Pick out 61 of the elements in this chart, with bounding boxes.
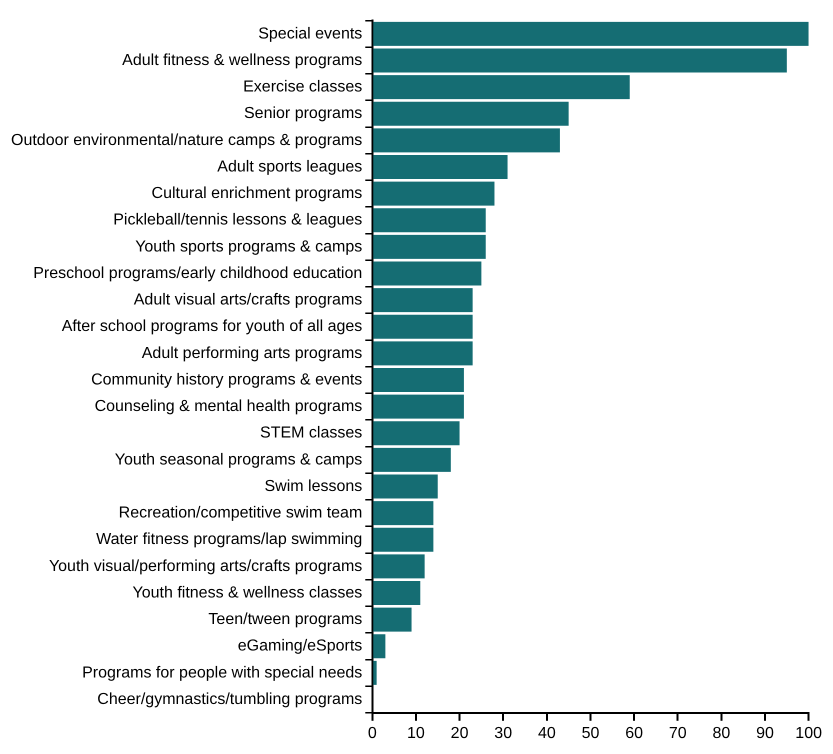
y-tick-label: Pickleball/tennis lessons & leagues <box>113 212 362 229</box>
y-tick-label: eGaming/eSports <box>238 638 362 655</box>
x-tick-label: 20 <box>450 724 469 742</box>
bar <box>373 448 451 472</box>
bar <box>373 48 787 73</box>
bar <box>373 22 809 46</box>
y-tick-label: Exercise classes <box>243 78 362 96</box>
y-tick-label: Youth sports programs & camps <box>135 238 362 256</box>
x-tick-label: 80 <box>712 724 730 742</box>
y-tick-label: Swim lessons <box>264 478 362 495</box>
bar <box>373 528 434 552</box>
x-tick-label: 50 <box>582 724 600 742</box>
y-tick-label: Youth seasonal programs & camps <box>114 451 362 468</box>
x-tick-label: 40 <box>538 724 556 742</box>
y-tick-label: After school programs for youth of all ages <box>62 318 362 336</box>
y-tick-label: Adult fitness & wellness programs <box>122 52 362 69</box>
bar <box>373 314 473 339</box>
y-tick-label: Adult performing arts programs <box>142 344 362 362</box>
y-tick-label: Teen/tween programs <box>208 611 362 628</box>
bar <box>373 501 434 526</box>
y-tick-label: Youth visual/performing arts/crafts programs <box>48 558 362 575</box>
x-tick-label: 10 <box>407 724 425 742</box>
y-tick-label: Special events <box>258 25 362 42</box>
x-tick-label: 0 <box>368 724 377 742</box>
bar <box>373 608 412 632</box>
bar <box>373 581 420 605</box>
y-tick-label: STEM classes <box>260 424 362 442</box>
bar <box>373 75 630 100</box>
y-tick-label: Cheer/gymnastics/tumbling programs <box>97 690 362 708</box>
bar <box>373 288 473 312</box>
bar <box>373 394 464 419</box>
x-tick-label: 30 <box>494 724 512 742</box>
y-tick-label: Cultural enrichment programs <box>152 185 362 202</box>
bar <box>373 341 473 366</box>
bar <box>373 234 486 259</box>
x-tick-label: 90 <box>756 724 774 742</box>
y-tick-label: Adult sports leagues <box>217 158 362 176</box>
x-tick-label: 60 <box>625 724 644 742</box>
bar <box>373 554 425 578</box>
y-tick-label: Water fitness programs/lap swimming <box>96 531 362 548</box>
y-tick-label: Recreation/competitive swim team <box>118 504 362 522</box>
bar <box>373 474 438 498</box>
y-tick-label: Preschool programs/early childhood education <box>33 264 362 282</box>
bar <box>373 208 486 232</box>
bar <box>373 368 464 392</box>
bar <box>373 262 482 286</box>
bar <box>373 421 460 446</box>
x-tick-label: 100 <box>795 724 822 742</box>
x-tick-label: 70 <box>668 724 687 742</box>
bar <box>373 634 386 658</box>
bar <box>373 155 508 180</box>
y-tick-label: Adult visual arts/crafts programs <box>134 292 362 309</box>
y-tick-label: Programs for people with special needs <box>82 664 362 682</box>
y-tick-label: Youth fitness & wellness classes <box>132 584 362 602</box>
y-tick-label: Community history programs & events <box>91 371 362 388</box>
y-tick-label: Senior programs <box>244 105 362 122</box>
bar <box>373 102 569 126</box>
bar <box>373 128 560 152</box>
bar <box>373 182 494 206</box>
y-tick-label: Outdoor environmental/nature camps & programs <box>11 132 362 149</box>
y-tick-label: Counseling & mental health programs <box>94 398 362 416</box>
